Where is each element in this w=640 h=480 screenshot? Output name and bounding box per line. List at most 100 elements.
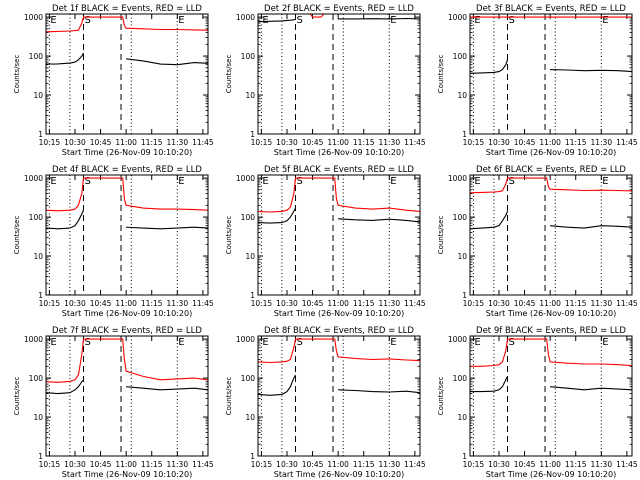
y-axis-label: Counts/sec — [225, 55, 233, 94]
y-tick-label: 100 — [453, 213, 468, 222]
y-tick-label: 1000 — [448, 335, 467, 344]
y-tick-label: 1000 — [236, 174, 255, 183]
x-tick-label: 11:00 — [327, 299, 349, 308]
x-tick-label: 10:30 — [276, 460, 298, 469]
series-line-events — [470, 59, 632, 74]
series-line-lld — [470, 338, 632, 367]
marker-label: E — [262, 176, 268, 187]
chart-title: Det 1f BLACK = Events, RED = LLD — [52, 4, 202, 14]
y-tick-label: 1 — [462, 291, 467, 300]
x-tick-label: 10:45 — [302, 299, 324, 308]
series-group — [46, 177, 208, 230]
x-tick-label: 11:00 — [539, 460, 561, 469]
x-tick-label: 11:15 — [141, 460, 163, 469]
series-line-events — [46, 379, 208, 395]
y-tick-label: 10 — [245, 91, 255, 100]
marker-label: S — [509, 337, 515, 348]
x-tick-label: 10:15 — [463, 138, 485, 147]
series-line-events — [258, 374, 420, 396]
x-tick-label: 11:00 — [327, 460, 349, 469]
x-tick-label: 10:45 — [90, 138, 112, 147]
series-line-lld — [258, 338, 420, 364]
x-tick-label: 10:45 — [514, 138, 536, 147]
x-axis-label: Start Time (26-Nov-09 10:10:20) — [62, 309, 192, 318]
x-tick-label: 10:30 — [64, 299, 86, 308]
x-tick-label: 10:30 — [276, 299, 298, 308]
series-line-lld — [309, 14, 325, 18]
x-tick-label: 10:30 — [488, 138, 510, 147]
y-tick-label: 1000 — [448, 13, 467, 22]
plot-frame — [469, 335, 633, 457]
series-line-lld — [46, 16, 208, 33]
y-tick-label: 1 — [250, 291, 255, 300]
chart-panel-1: Det 1f BLACK = Events, RED = LLD 1 10 100 10… — [13, 4, 214, 157]
y-tick-label: 1 — [250, 130, 255, 139]
x-tick-label: 11:15 — [565, 299, 587, 308]
chart-title: Det 2f BLACK = Events, RED = LLD — [264, 4, 414, 14]
marker-label: E — [390, 176, 396, 187]
x-tick-label: 11:45 — [616, 299, 638, 308]
chart-panel-5: Det 5f BLACK = Events, RED = LLD 1 10 100 10… — [225, 165, 426, 318]
x-tick-label: 10:30 — [276, 138, 298, 147]
chart-title: Det 4f BLACK = Events, RED = LLD — [52, 165, 202, 175]
x-tick-label: 11:00 — [115, 460, 137, 469]
marker-label: E — [50, 176, 56, 187]
y-axis-label: Counts/sec — [13, 216, 21, 255]
y-tick-label: 1 — [38, 130, 43, 139]
x-tick-label: 11:45 — [404, 299, 426, 308]
plot-frame — [257, 174, 421, 296]
x-tick-label: 10:45 — [514, 460, 536, 469]
x-tick-label: 11:30 — [590, 299, 612, 308]
x-tick-label: 11:45 — [404, 138, 426, 147]
series-line-lld — [46, 338, 208, 383]
x-tick-label: 10:30 — [64, 138, 86, 147]
x-tick-label: 11:30 — [166, 460, 188, 469]
x-tick-label: 11:45 — [616, 460, 638, 469]
y-tick-label: 10 — [245, 413, 255, 422]
x-tick-label: 11:00 — [327, 138, 349, 147]
y-tick-label: 10 — [457, 252, 467, 261]
marker-label: E — [262, 337, 268, 348]
plot-frame — [45, 174, 209, 296]
marker-label: E — [50, 337, 56, 348]
chart-panel-6: Det 6f BLACK = Events, RED = LLD 1 10 100 10… — [437, 165, 638, 318]
series-group — [258, 338, 420, 396]
x-tick-label: 10:30 — [64, 460, 86, 469]
x-axis-label: Start Time (26-Nov-09 10:10:20) — [274, 309, 404, 318]
x-axis-label: Start Time (26-Nov-09 10:10:20) — [62, 148, 192, 157]
plot-frame — [257, 335, 421, 457]
y-tick-label: 100 — [453, 52, 468, 61]
x-axis-label: Start Time (26-Nov-09 10:10:20) — [274, 148, 404, 157]
x-tick-label: 10:15 — [251, 138, 273, 147]
series-group — [46, 338, 208, 395]
x-tick-label: 11:15 — [353, 138, 375, 147]
x-tick-label: 11:30 — [378, 299, 400, 308]
marker-label: S — [85, 337, 91, 348]
y-tick-label: 100 — [453, 374, 468, 383]
y-tick-label: 1000 — [24, 335, 43, 344]
marker-label: E — [602, 15, 608, 26]
marker-label: E — [50, 15, 56, 26]
marker-label: E — [178, 15, 184, 26]
y-tick-label: 100 — [29, 52, 44, 61]
y-tick-label: 10 — [457, 91, 467, 100]
series-group — [46, 16, 208, 66]
x-tick-label: 11:30 — [378, 460, 400, 469]
x-tick-label: 11:00 — [539, 299, 561, 308]
series-line-events — [258, 207, 420, 224]
y-axis-label: Counts/sec — [225, 377, 233, 416]
y-tick-label: 100 — [241, 374, 256, 383]
y-tick-label: 100 — [29, 213, 44, 222]
chart-title: Det 7f BLACK = Events, RED = LLD — [52, 326, 202, 336]
marker-label: E — [474, 15, 480, 26]
marker-label: E — [474, 176, 480, 187]
y-tick-label: 100 — [241, 213, 256, 222]
x-tick-label: 10:45 — [302, 460, 324, 469]
chart-title: Det 5f BLACK = Events, RED = LLD — [264, 165, 414, 175]
y-tick-label: 1 — [38, 291, 43, 300]
marker-label: S — [85, 176, 91, 187]
y-axis-label: Counts/sec — [437, 216, 445, 255]
chart-panel-3: Det 3f BLACK = Events, RED = LLD 1 10 100 10… — [437, 4, 638, 157]
y-tick-label: 100 — [241, 52, 256, 61]
